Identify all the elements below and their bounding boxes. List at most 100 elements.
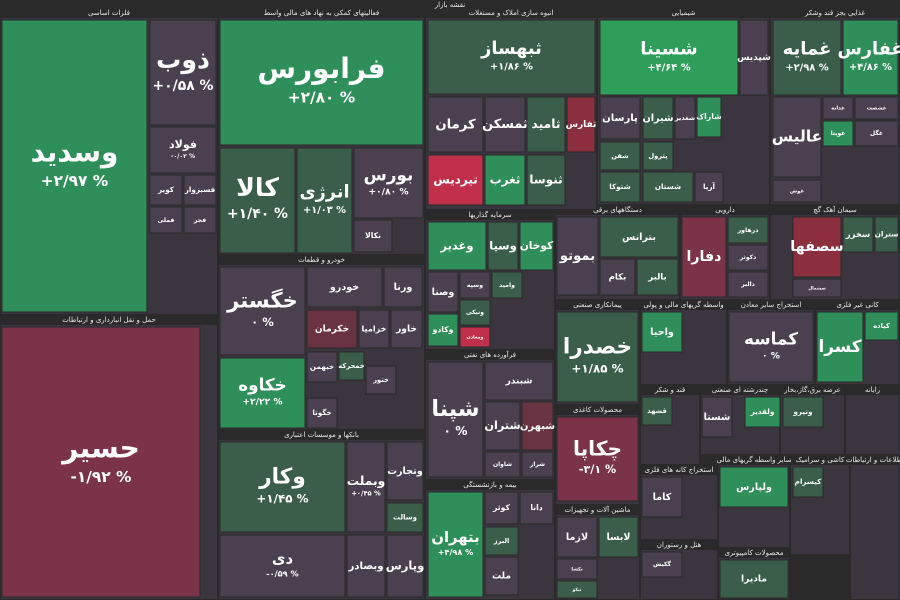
stock-cell <box>694 171 724 203</box>
sector: فلزات اساسی وسدید +۲/۹۷ % ذوب +۰/۵۸ % فولاد -۰… <box>1 9 217 314</box>
stock-cell <box>459 271 491 299</box>
stock-name: شغدیر <box>674 114 695 122</box>
stock-name: خصدرا <box>563 334 632 359</box>
stock-name: غمایه <box>783 38 832 59</box>
stock-cell <box>484 401 521 451</box>
stock-cell <box>484 154 526 206</box>
stock-cell <box>642 141 674 171</box>
sector-title: اطلاعات و ارتباطات <box>846 456 900 464</box>
stock-cell <box>727 271 769 298</box>
stock-name: وسالت <box>393 514 417 522</box>
stock-cell <box>219 19 424 146</box>
stock-name: حسیر <box>60 431 140 464</box>
stock-name: ثنوسا <box>529 173 562 188</box>
stock-cell <box>842 216 874 253</box>
stock-cell <box>816 311 864 383</box>
stock-cell <box>459 326 491 348</box>
sector: چندرشته ای صنعتی شستا ولقدیر <box>701 386 781 454</box>
stock-name: تیردیس <box>433 173 478 187</box>
stock-name: ولقدیر <box>750 407 775 416</box>
stock-cell <box>219 534 346 598</box>
stock-name: شبهرن <box>520 421 555 432</box>
stock-name: فولاد <box>169 138 197 151</box>
stock-name: لابسا <box>606 532 630 543</box>
stock-name: چکاپا <box>573 436 622 461</box>
stock-name: غفارس <box>837 40 900 60</box>
stock-cell <box>386 502 424 533</box>
stock-change: +۱/۴۰ % <box>227 206 288 222</box>
stock-name: شتران <box>484 419 520 432</box>
stock-cell <box>149 206 183 234</box>
stock-name: آریا <box>703 181 716 191</box>
stock-name: وبصادر <box>347 561 383 572</box>
stock-cell <box>183 206 217 234</box>
sector-title: سیمان آهک گچ <box>813 205 857 214</box>
sector-title: رایانه <box>865 386 880 394</box>
stock-name: کماسه <box>744 328 798 348</box>
stock-cell <box>353 219 393 253</box>
stock-name: غوش <box>790 189 805 195</box>
stock-name: خگوتا <box>312 408 331 417</box>
stock-cell <box>306 397 338 429</box>
stock-name: وکادو <box>432 325 454 334</box>
stock-cell <box>390 309 423 349</box>
stock-cell <box>696 96 722 138</box>
stock-name: بموتو <box>559 249 595 264</box>
stock-name: بکام <box>609 273 627 283</box>
stock-cell <box>358 309 390 349</box>
stock-cell <box>556 558 598 580</box>
stock-name: غشصت <box>867 106 887 112</box>
stock-cell <box>519 221 554 271</box>
sector: استخراج سایر معادن کماسه ۰ % <box>728 301 814 384</box>
stock-name: دانا <box>530 503 542 512</box>
stock-cell <box>874 216 899 253</box>
stock-name: دالبر <box>740 281 755 288</box>
stock-cell <box>642 96 674 140</box>
stock-name: وامید <box>499 282 515 289</box>
sector-title: هتل و رستوران <box>657 541 702 549</box>
stock-change: -۱/۹۲ % <box>71 468 132 486</box>
stock-cell <box>566 96 596 153</box>
stock-name: خگستر <box>226 287 298 312</box>
stock-cell <box>641 476 683 518</box>
stock-cell <box>149 126 217 174</box>
stock-change: +۰/۴۵ % <box>351 490 381 498</box>
stock-change: +۲/۹۸ % <box>785 62 828 73</box>
sector-title: دستگاههای برقی <box>593 205 642 214</box>
stock-name: شیران <box>642 113 673 124</box>
stock-name: شاوان <box>493 461 512 468</box>
stock-name: کوخان <box>520 240 554 252</box>
sector-title: قند و شکر <box>654 386 686 394</box>
stock-cell <box>526 96 566 153</box>
sector: انبوه سازی املاک و مستغلات ثبهساز +۱/۸۶ % ک… <box>426 9 596 209</box>
sector-title: کاشی و سرامیک <box>796 456 845 464</box>
stock-name: خزامیا <box>362 324 387 334</box>
stock-name: کوثر <box>492 503 510 512</box>
stock-cell <box>306 309 358 349</box>
stock-name: غدانه <box>831 106 845 112</box>
stock-cell <box>792 466 824 498</box>
sector-title: بیمه و بازنشستگی <box>463 480 516 489</box>
stock-name: بورس <box>364 164 414 185</box>
stock-name: شستان <box>655 182 681 191</box>
stock-cell <box>782 396 824 428</box>
stock-cell <box>854 96 899 120</box>
stock-cell <box>556 311 639 403</box>
sector: غذایی بجز قند وشکر غمایه +۲/۹۸ % غفارس +۴/۸۶… <box>771 9 900 204</box>
stock-name: وتجارت <box>387 466 423 477</box>
sector: قند و شکر قشهد <box>641 386 699 464</box>
stock-name: وبملت <box>347 474 386 488</box>
stock-cell <box>674 96 696 140</box>
stock-name: شفن <box>611 152 629 160</box>
stock-change: +۰/۵۸ % <box>153 78 214 94</box>
stock-change: +۲/۹۷ % <box>41 172 108 190</box>
stock-name: ولپارس <box>736 482 772 493</box>
stock-name: ثامید <box>532 117 561 131</box>
sector-title: دارویی <box>715 206 735 214</box>
stock-cell <box>459 299 491 326</box>
stock-name: وسدید <box>31 135 119 168</box>
stock-cell <box>526 154 566 206</box>
stock-name: کویر <box>157 185 175 194</box>
stock-cell <box>383 266 423 308</box>
